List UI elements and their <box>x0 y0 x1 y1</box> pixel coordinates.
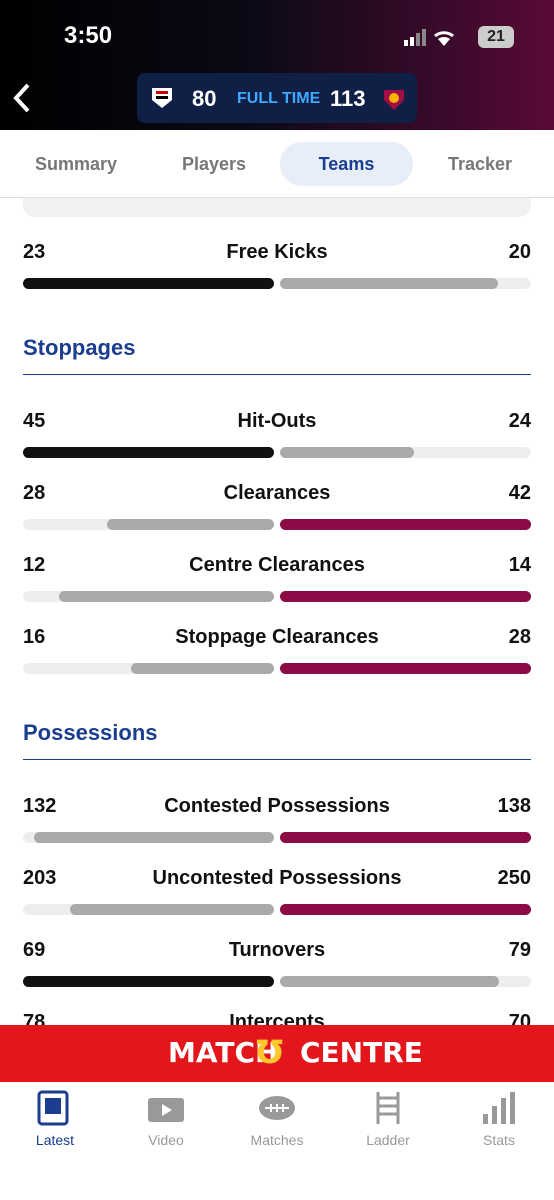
home-value: 69 <box>23 939 46 961</box>
stat-label: Free Kicks <box>226 241 328 263</box>
stat-label: Uncontested Possessions <box>152 867 402 889</box>
away-value: 28 <box>508 626 531 648</box>
away-bar <box>280 663 531 674</box>
home-value: 16 <box>23 626 46 648</box>
tab[interactable]: Teams <box>280 142 413 186</box>
back-button[interactable] <box>10 82 34 114</box>
nav-label[interactable]: Matches <box>250 1132 304 1148</box>
home-bar <box>23 976 274 987</box>
away-value: 250 <box>497 867 531 889</box>
away-bar <box>280 519 531 530</box>
section-title: Possessions <box>23 720 158 745</box>
banner-logo: ℧ <box>256 1033 284 1071</box>
nav-icon[interactable] <box>479 1090 519 1126</box>
home-score: 80 <box>192 86 217 111</box>
battery: 21 <box>478 26 514 48</box>
match-status: FULL TIME <box>237 90 321 107</box>
home-bar <box>70 904 274 915</box>
away-value: 14 <box>508 554 531 576</box>
tab[interactable]: Players <box>181 154 247 174</box>
bottom-nav: Latest Video Matches Ladder Stats <box>0 1082 554 1200</box>
home-value: 132 <box>23 795 57 817</box>
away-value: 79 <box>508 939 531 961</box>
away-bar <box>280 591 531 602</box>
banner-text: MATCH <box>168 1036 279 1069</box>
stat-label: Contested Possessions <box>164 795 390 817</box>
away-bar <box>280 832 531 843</box>
nav-label[interactable]: Video <box>148 1132 184 1148</box>
away-bar <box>280 976 500 987</box>
home-value: 28 <box>23 482 46 504</box>
home-value: 203 <box>23 867 57 889</box>
away-score: 113 <box>330 86 366 111</box>
home-logo <box>152 88 172 108</box>
tab[interactable]: Tracker <box>447 154 513 174</box>
score-pill <box>137 73 417 123</box>
away-value: 24 <box>508 410 531 432</box>
clock: 3:50 <box>64 22 113 49</box>
nav-icon[interactable] <box>146 1090 186 1126</box>
nav-label[interactable]: Ladder <box>366 1132 410 1148</box>
nav-icon[interactable] <box>257 1090 297 1126</box>
top-bar: 3:50 21 80 FULL TIME 113 <box>0 0 554 130</box>
banner-text: CENTRE <box>300 1036 423 1069</box>
section-rule <box>23 759 531 760</box>
away-bar <box>280 278 499 289</box>
home-value: 78 <box>23 1011 46 1025</box>
nav-label[interactable]: Latest <box>35 1132 75 1148</box>
away-value: 70 <box>508 1011 531 1025</box>
away-value: 42 <box>508 482 531 504</box>
stat-label: Turnovers <box>228 939 326 961</box>
stat-label: Stoppage Clearances <box>175 626 379 648</box>
card-edge <box>23 198 531 217</box>
signal-wifi-icons <box>404 29 454 46</box>
match-centre-banner[interactable]: MATCH ℧ CENTRE <box>0 1025 554 1082</box>
away-bar <box>280 447 414 458</box>
home-bar <box>130 663 274 674</box>
stats-list: 23 Free Kicks 20 Stoppages 45 Hit-Outs 24 28 Cle… <box>0 198 554 1025</box>
section-title: Stoppages <box>23 335 136 360</box>
away-value: 138 <box>497 795 531 817</box>
stat-label: Intercepts <box>229 1011 325 1025</box>
stat-label: Centre Clearances <box>189 554 365 576</box>
away-logo <box>384 90 404 110</box>
home-value: 45 <box>23 410 46 432</box>
nav-icon[interactable] <box>35 1090 75 1126</box>
stat-label: Hit-Outs <box>237 410 317 432</box>
home-bar <box>23 447 274 458</box>
home-bar <box>58 591 274 602</box>
away-bar <box>280 904 531 915</box>
tab-bar: Summary Players Teams Tracker <box>0 130 554 198</box>
home-value: 12 <box>23 554 46 576</box>
home-bar <box>106 519 274 530</box>
tab[interactable]: Summary <box>34 154 118 174</box>
stat-label: Clearances <box>223 482 331 504</box>
nav-label[interactable]: Stats <box>483 1132 515 1148</box>
section-rule <box>23 374 531 375</box>
home-bar <box>33 832 274 843</box>
away-value: 20 <box>508 241 531 263</box>
nav-icon[interactable] <box>368 1090 408 1126</box>
home-value: 23 <box>23 241 46 263</box>
home-bar <box>23 278 274 289</box>
